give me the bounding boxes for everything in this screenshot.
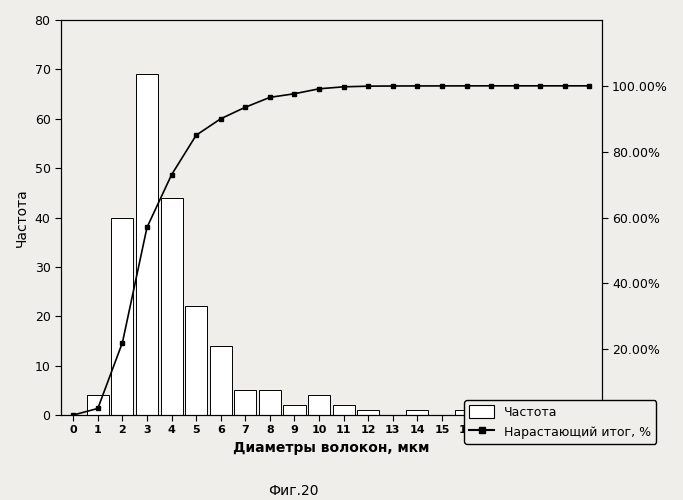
Bar [283,405,305,415]
Bar [554,410,576,415]
Bar [210,346,232,415]
Legend: Частота, Нарастающий итог, %: Частота, Нарастающий итог, % [464,400,656,444]
Bar [136,74,158,415]
Bar [406,410,428,415]
Bar [579,410,600,415]
Bar [308,396,330,415]
Bar [456,410,477,415]
Bar [161,198,182,415]
Bar [185,306,207,415]
Bar [111,218,133,415]
Bar [480,410,502,415]
Y-axis label: Частота: Частота [15,188,29,247]
Bar [234,390,256,415]
Bar [259,390,281,415]
Bar [333,405,354,415]
Bar [87,396,109,415]
Text: Фиг.20: Фиг.20 [268,484,319,498]
X-axis label: Диаметры волокон, мкм: Диаметры волокон, мкм [233,441,430,455]
Bar [357,410,379,415]
